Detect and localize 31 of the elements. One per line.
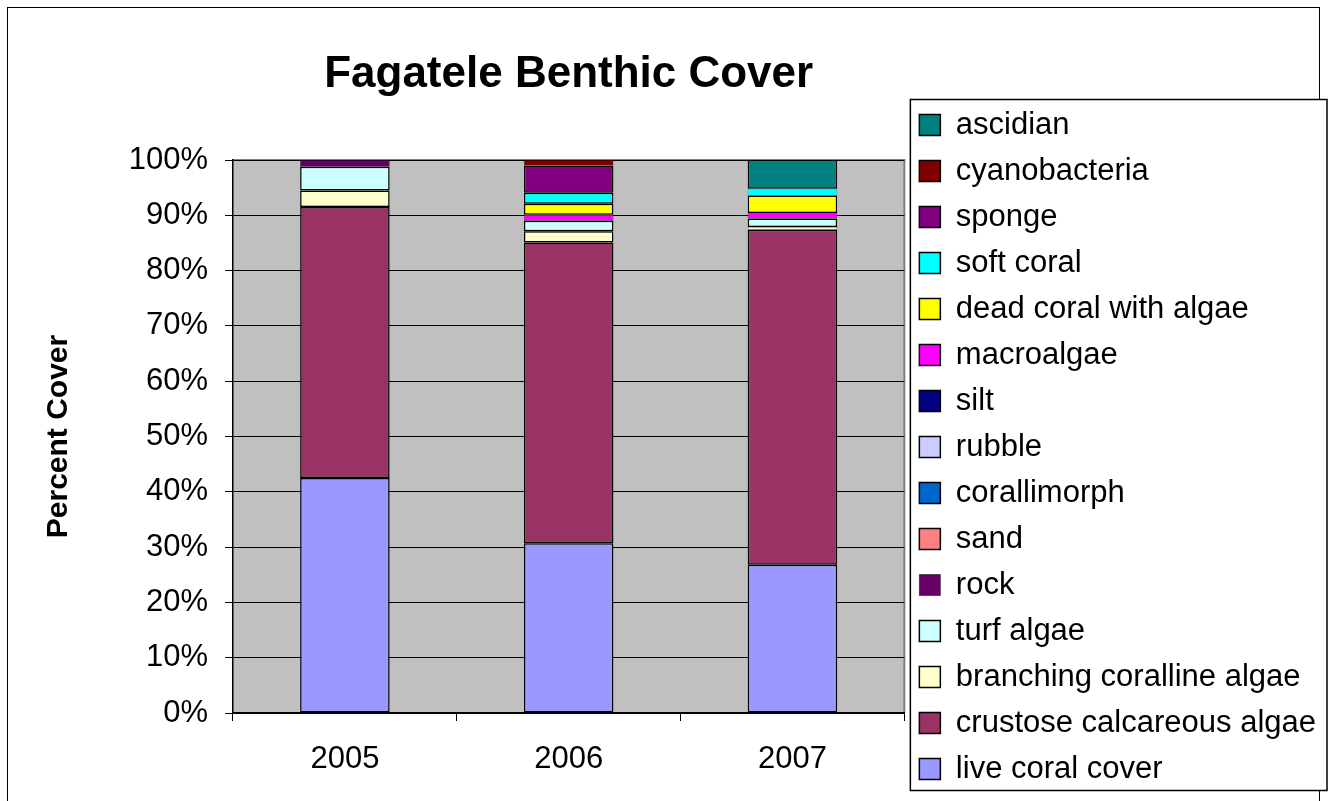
legend-label: live coral cover [955, 749, 1163, 785]
legend-label: sponge [955, 197, 1058, 233]
y-axis-title: Percent Cover [40, 334, 74, 539]
x-tick-label: 2007 [757, 740, 827, 776]
legend-label: sand [955, 519, 1024, 555]
x-tick-label: 2006 [534, 740, 604, 776]
x-tick-label: 2005 [310, 740, 380, 776]
y-tick-label: 50% [145, 417, 208, 453]
chart-title: Fagatele Benthic Cover [324, 47, 814, 97]
legend-label: dead coral with algae [955, 289, 1249, 325]
legend-label: soft coral [955, 243, 1082, 279]
legend-label: rubble [955, 427, 1043, 463]
legend-label: crustose calcareous algae [955, 703, 1317, 739]
y-tick-label: 90% [145, 195, 208, 231]
y-tick-label: 10% [145, 638, 208, 674]
y-tick-label: 40% [145, 472, 208, 508]
legend-label: cyanobacteria [955, 151, 1150, 187]
legend-label: branching coralline algae [955, 657, 1301, 693]
y-tick-label: 0% [163, 693, 208, 729]
legend-label: turf algae [955, 611, 1086, 647]
y-tick-label: 60% [145, 361, 208, 397]
y-tick-label: 70% [145, 306, 208, 342]
legend-label: corallimorph [955, 473, 1125, 509]
y-tick-label: 20% [145, 582, 208, 618]
legend-label: rock [955, 565, 1015, 601]
y-tick-label: 30% [145, 527, 208, 563]
legend-label: ascidian [955, 105, 1070, 141]
legend-label: macroalgae [955, 335, 1118, 371]
legend-label: silt [955, 381, 995, 417]
y-tick-label: 80% [145, 251, 208, 287]
y-tick-label: 100% [128, 140, 208, 176]
